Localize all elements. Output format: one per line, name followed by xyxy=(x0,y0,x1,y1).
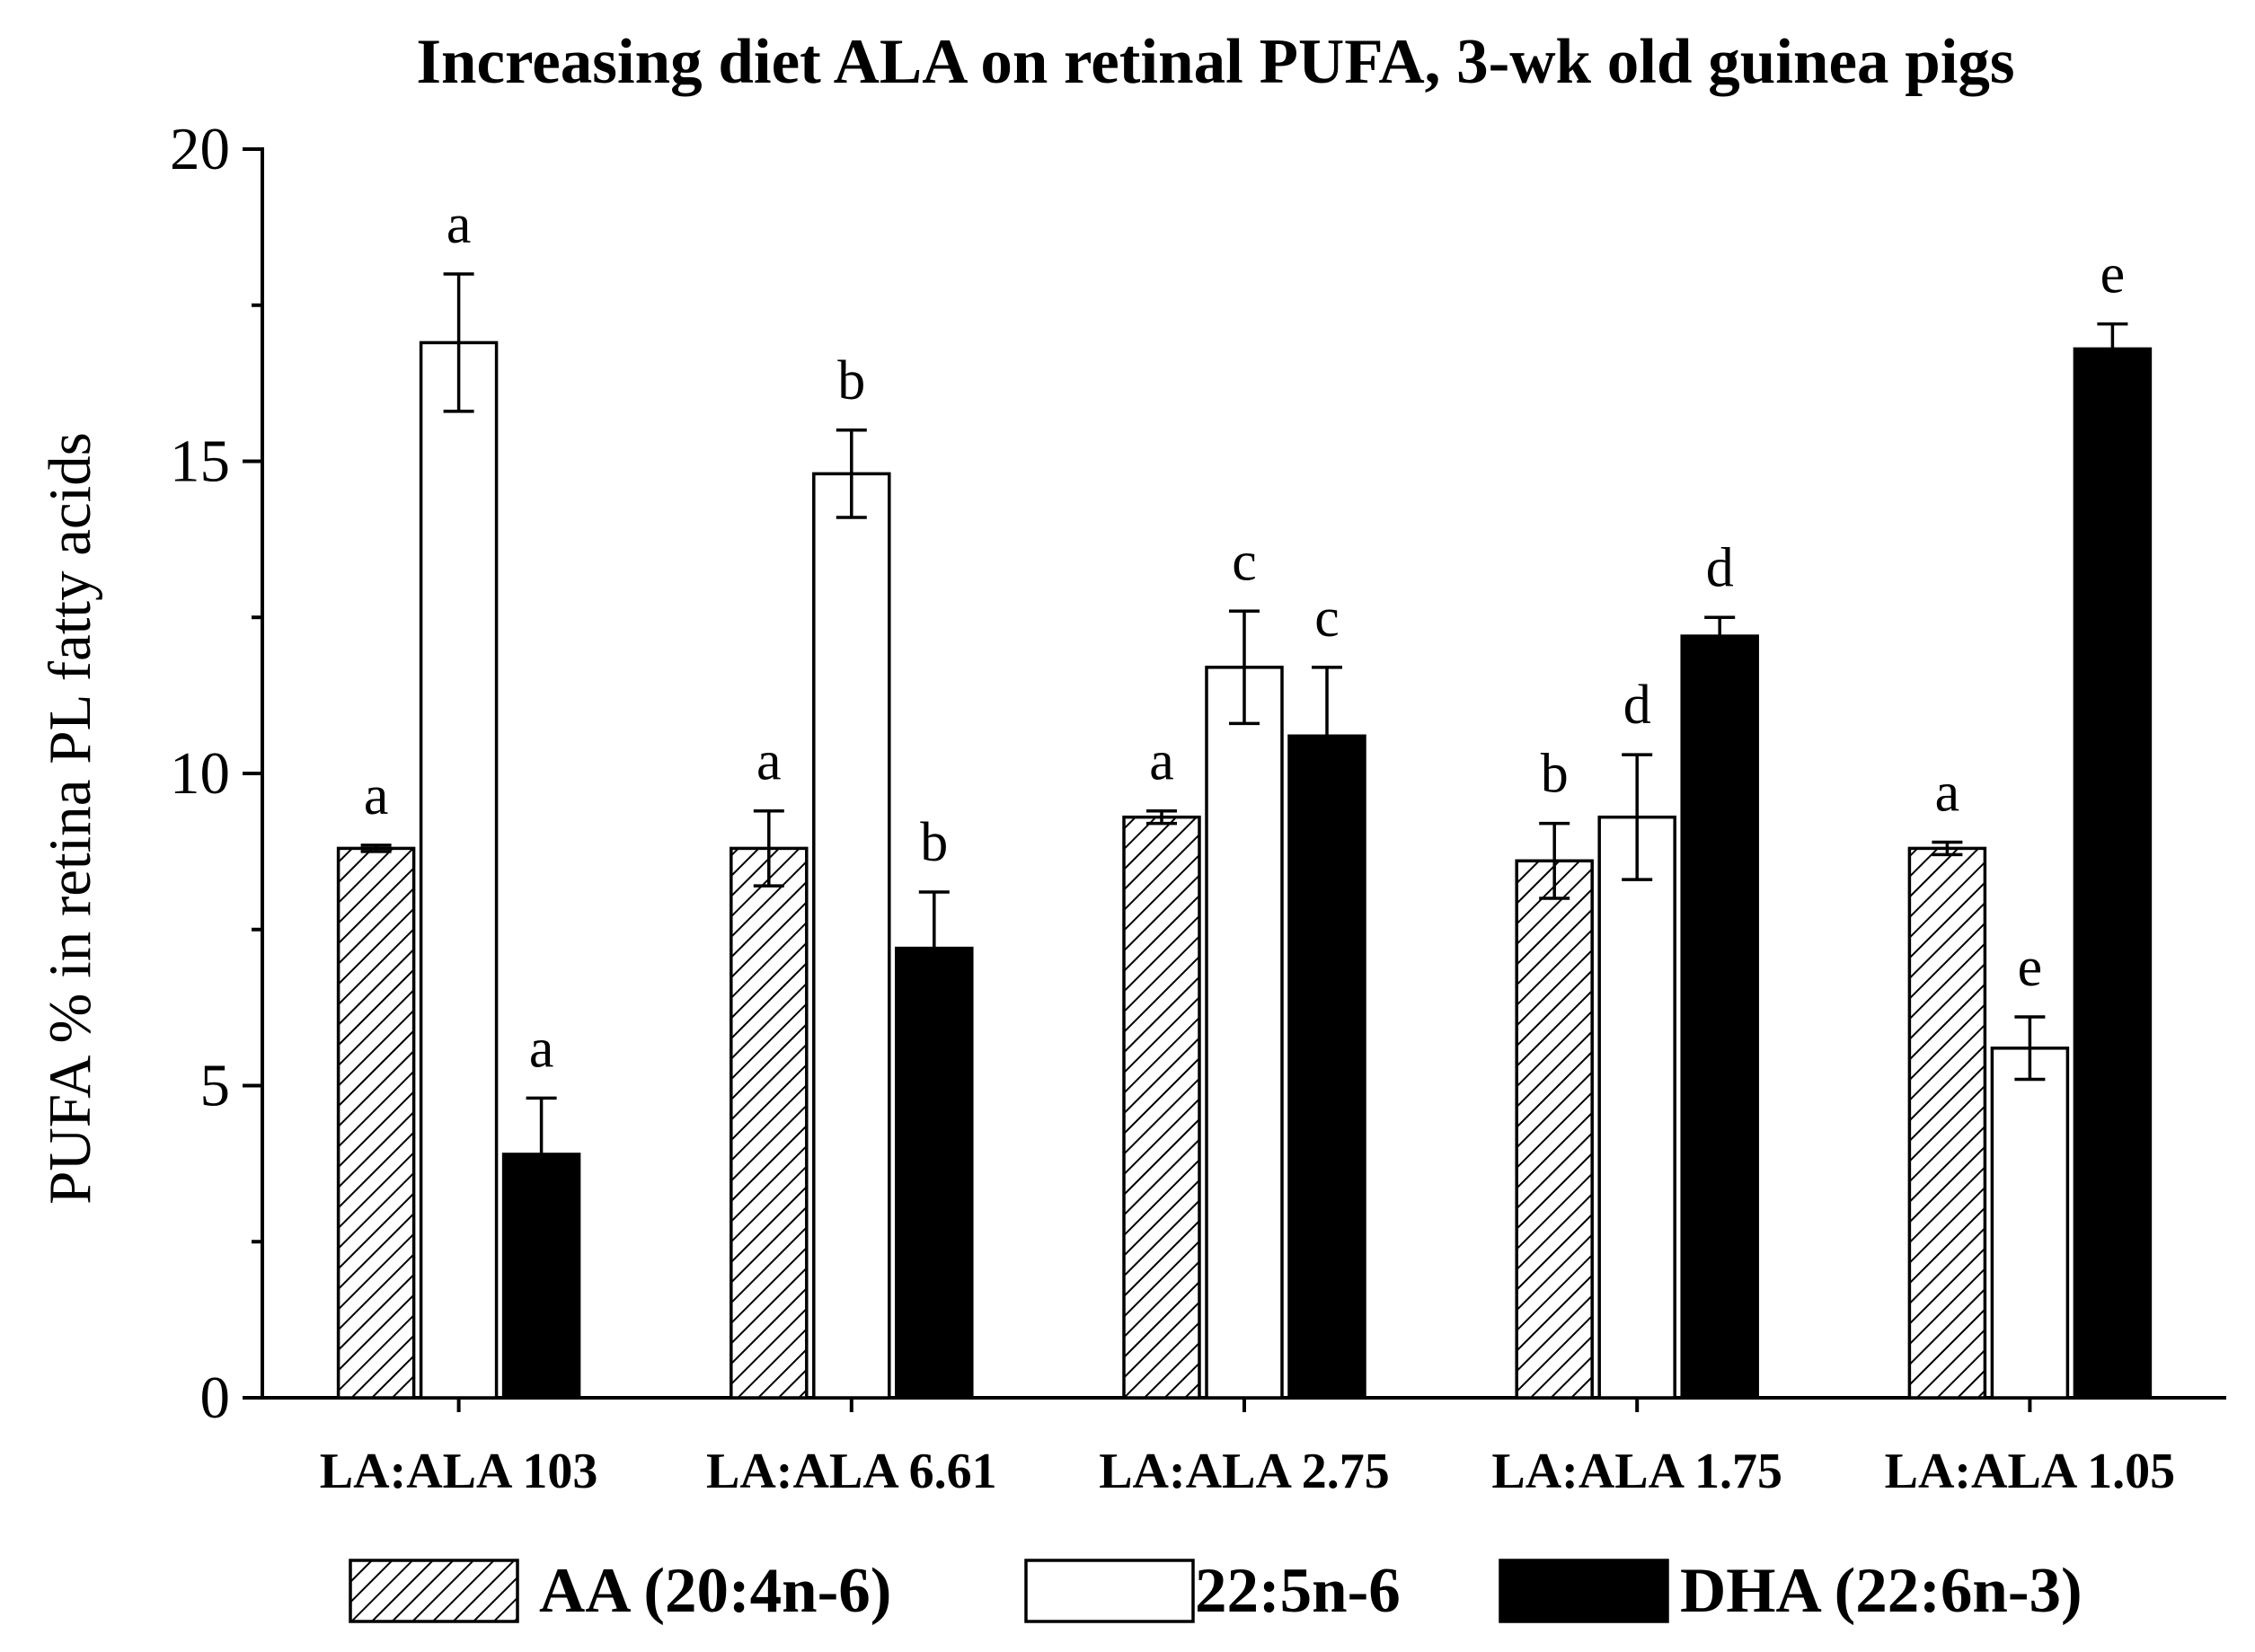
x-tick-label: LA:ALA 6.61 xyxy=(706,1444,997,1499)
bar-dha xyxy=(2073,347,2153,1400)
bar-aa xyxy=(1122,815,1201,1400)
bar-aa xyxy=(1907,846,1987,1400)
bar-dha xyxy=(1680,634,1759,1400)
significance-letter: c xyxy=(1314,587,1340,649)
x-tick-label: LA:ALA 103 xyxy=(320,1444,598,1499)
bar-aa xyxy=(1515,859,1594,1400)
x-tick-label: LA:ALA 1.75 xyxy=(1491,1444,1782,1499)
significance-letter: c xyxy=(1232,531,1257,592)
significance-letter: a xyxy=(756,731,782,792)
y-tick-label: 10 xyxy=(170,740,230,807)
y-tick-label: 15 xyxy=(170,428,230,495)
significance-letter: d xyxy=(1706,537,1734,598)
significance-letter: d xyxy=(1623,675,1651,736)
legend-swatch xyxy=(349,1559,519,1623)
significance-letter: e xyxy=(2100,244,2126,305)
significance-letter: a xyxy=(1935,762,1960,823)
x-tick-label: LA:ALA 2.75 xyxy=(1099,1444,1390,1499)
bar-22-5n6 xyxy=(1205,666,1284,1400)
significance-letter: a xyxy=(364,765,389,826)
legend-label: DHA (22:6n-3) xyxy=(1680,1556,2083,1626)
bar-dha xyxy=(895,946,974,1400)
bar-22-5n6 xyxy=(1990,1047,2070,1400)
bar-22-5n6 xyxy=(812,472,891,1400)
y-tick-label: 0 xyxy=(200,1365,231,1431)
legend-swatch xyxy=(1499,1559,1669,1623)
legend-label: 22:5n-6 xyxy=(1195,1556,1401,1626)
bar-22-5n6 xyxy=(419,340,499,1400)
significance-letter: a xyxy=(447,194,472,255)
significance-letter: b xyxy=(920,812,948,873)
significance-letter: a xyxy=(1149,731,1174,792)
legend-label: AA (20:4n-6) xyxy=(539,1556,891,1626)
chart-title: Increasing diet ALA on retinal PUFA, 3-w… xyxy=(416,27,2014,97)
legend-swatch xyxy=(1024,1559,1195,1623)
y-tick-label: 5 xyxy=(200,1053,231,1119)
significance-letter: b xyxy=(1541,744,1569,805)
significance-letter: e xyxy=(2018,937,2043,998)
significance-letter: b xyxy=(837,350,865,411)
bar-dha xyxy=(1287,734,1366,1400)
x-tick-label: LA:ALA 1.05 xyxy=(1885,1444,2176,1499)
y-axis-label: PUFA % in retina PL fatty acids xyxy=(37,432,103,1205)
bar-aa xyxy=(730,846,809,1400)
bar-aa xyxy=(336,846,416,1400)
y-tick-label: 20 xyxy=(170,116,230,182)
bar-22-5n6 xyxy=(1597,815,1676,1400)
significance-letter: a xyxy=(529,1018,554,1079)
